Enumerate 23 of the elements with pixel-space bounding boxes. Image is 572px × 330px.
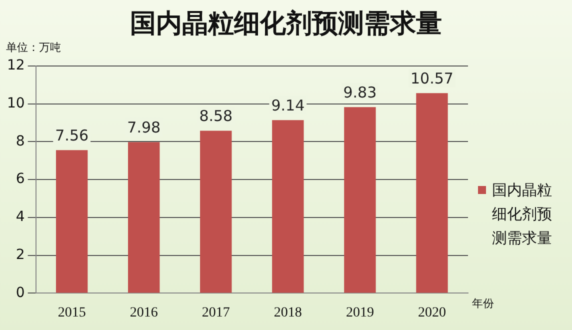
x-tick-label: 2015 [58,305,86,320]
y-tick-label: 10 [6,96,25,112]
y-tick-label: 6 [16,171,25,188]
chart-title: 国内晶粒细化剂预测需求量 [129,8,443,41]
x-tick-label: 2019 [346,305,374,320]
x-tick-label: 2018 [274,305,302,320]
data-label: 9.14 [271,96,305,115]
x-tick-label: 2016 [130,305,158,320]
y-tick-label: 2 [16,246,25,263]
y-tick-label: 4 [16,209,25,226]
data-label: 7.56 [55,126,89,144]
x-tick-label: 2017 [202,305,230,320]
data-label: 10.57 [410,69,454,88]
data-label: 9.83 [343,83,377,102]
x-tick-label: 2020 [418,305,446,320]
y-tick-label: 0 [16,284,25,301]
data-label: 7.98 [127,118,161,137]
y-tick-label: 12 [6,58,25,74]
y-tick-label: 8 [16,133,25,150]
data-label: 8.58 [199,107,233,126]
legend-label: 国内晶粒细化剂预测需求量 [492,180,553,249]
y-axis-title: 单位：万吨 [6,40,61,55]
x-axis-title: 年份 [472,296,494,311]
